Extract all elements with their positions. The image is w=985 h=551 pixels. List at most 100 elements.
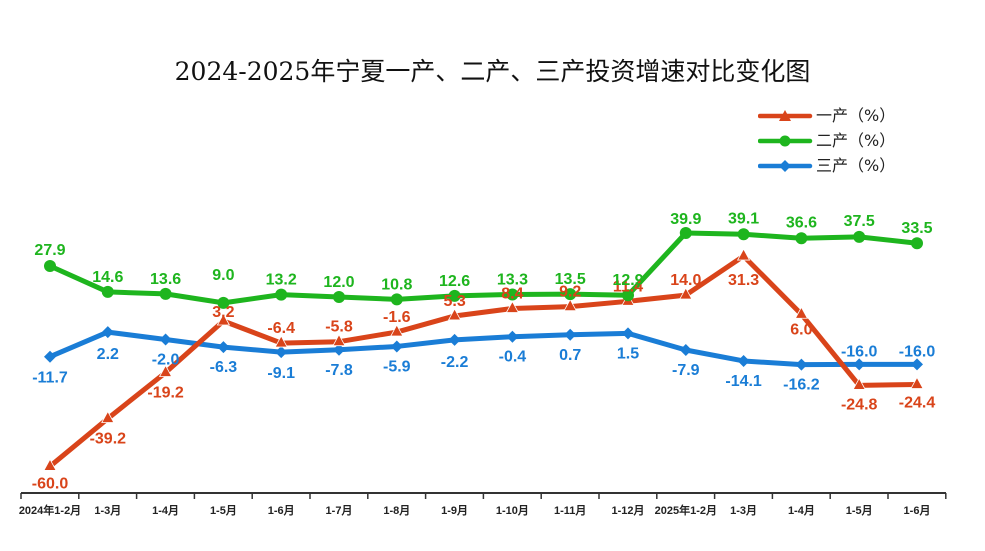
data-point: [332, 333, 346, 347]
data-point: [101, 410, 115, 423]
data-label: 13.6: [150, 271, 181, 288]
data-label: 10.8: [381, 276, 412, 293]
legend: 一产（%） 二产（%） 三产（%）: [758, 106, 958, 181]
data-point: [679, 227, 692, 239]
data-label: -16.0: [841, 343, 878, 360]
data-point: [158, 364, 173, 377]
data-label: 39.9: [670, 211, 701, 228]
data-label: -14.1: [725, 373, 762, 390]
data-label: 13.2: [266, 272, 297, 289]
data-point: [159, 333, 172, 346]
data-point: [216, 313, 231, 326]
data-point: [217, 296, 230, 309]
data-point: [217, 341, 230, 354]
data-label: -1.6: [383, 309, 411, 326]
series-line-secondary: [47, 230, 920, 306]
data-label: 11.4: [613, 278, 643, 295]
data-point: [564, 288, 577, 301]
data-label: -0.4: [499, 349, 527, 366]
series-line-primary: [47, 253, 920, 469]
data-point: [622, 327, 634, 340]
legend-swatch-secondary: [758, 135, 813, 147]
x-tick-label: 1-4月: [788, 504, 815, 517]
x-tick-label: 1-3月: [730, 504, 757, 517]
data-label: -11.7: [32, 370, 68, 387]
data-label: 12.9: [612, 272, 643, 289]
data-point: [333, 291, 345, 303]
legend-label-tertiary: 三产（%）: [816, 156, 896, 175]
data-point: [333, 343, 345, 356]
data-point: [911, 358, 923, 371]
chart-title: 2024-2025年宁夏一产、二产、三产投资增速对比变化图: [174, 57, 811, 86]
x-tick-label: 1-4月: [152, 504, 179, 517]
data-point: [622, 289, 634, 302]
x-tick-label: 1-7月: [326, 504, 353, 517]
data-label: 12.6: [439, 273, 470, 290]
data-label: 31.3: [728, 272, 759, 289]
data-label: -16.0: [899, 343, 936, 360]
data-point: [795, 232, 808, 245]
data-label: -24.8: [841, 396, 878, 413]
x-tick-label: 1-12月: [611, 504, 644, 517]
data-label: -7.9: [672, 362, 700, 379]
data-point: [43, 458, 57, 471]
data-label: -24.4: [899, 394, 936, 411]
data-label: -19.2: [147, 385, 184, 402]
data-point: [101, 285, 114, 298]
data-label: 12.0: [323, 274, 354, 291]
data-label: 13.5: [555, 271, 586, 288]
data-label: -16.2: [783, 377, 820, 394]
x-tick-label: 1-5月: [210, 504, 237, 517]
data-label: 2.2: [97, 346, 119, 363]
data-point: [275, 346, 288, 359]
data-label: -5.9: [383, 358, 411, 375]
legend-swatch-tertiary: [758, 160, 813, 172]
data-label: 33.5: [901, 220, 932, 237]
data-point: [911, 237, 923, 250]
data-label: -2.2: [441, 354, 469, 371]
data-label: 1.5: [617, 345, 639, 362]
data-label: 8.4: [501, 286, 523, 303]
data-point: [390, 293, 403, 306]
series-line-tertiary: [47, 329, 920, 368]
legend-swatch-primary: [758, 110, 813, 121]
data-point: [44, 259, 56, 272]
data-point: [563, 298, 577, 312]
data-point: [853, 358, 866, 371]
x-tick-label: 1-9月: [441, 504, 468, 517]
data-label: -6.3: [210, 359, 238, 376]
data-point: [679, 287, 693, 300]
data-label: 3.2: [212, 304, 234, 321]
data-point: [737, 228, 750, 241]
data-label: 6.0: [790, 321, 812, 338]
legend-label-primary: 一产（%）: [816, 106, 896, 125]
data-label: -7.8: [325, 362, 353, 379]
legend-item-tertiary: 三产（%）: [758, 156, 958, 181]
data-label: -60.0: [32, 475, 69, 492]
data-point: [506, 330, 519, 343]
data-point: [274, 335, 288, 348]
data-label: 9.2: [559, 284, 581, 301]
data-point: [679, 343, 692, 356]
x-tick-label: 1-3月: [94, 504, 121, 517]
data-label: 9.0: [212, 267, 234, 284]
data-label: 14.0: [670, 272, 701, 289]
x-tick-label: 1-6月: [904, 504, 931, 517]
data-point: [852, 377, 866, 390]
data-point: [390, 340, 403, 353]
data-label: 27.9: [34, 242, 65, 259]
data-point: [736, 248, 751, 261]
data-label: -39.2: [90, 431, 127, 448]
data-point: [159, 287, 172, 300]
x-tick-label: 1-5月: [846, 504, 873, 517]
data-label: 13.3: [497, 271, 528, 288]
data-point: [853, 230, 866, 243]
x-tick-label: 1-6月: [268, 504, 295, 517]
x-tick-label: 1-11月: [554, 504, 586, 517]
data-label: 37.5: [844, 213, 875, 230]
data-point: [795, 358, 808, 371]
x-tick-label: 2025年1-2月: [655, 503, 717, 517]
x-tick-label: 1-8月: [383, 504, 410, 517]
